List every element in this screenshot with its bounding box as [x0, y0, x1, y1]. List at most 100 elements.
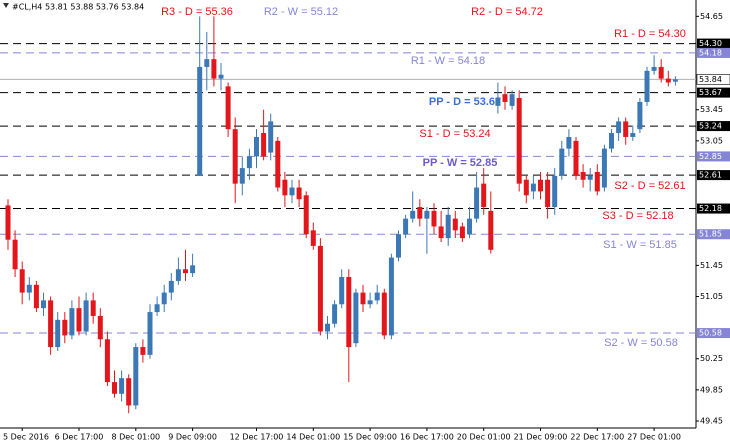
candle-body — [246, 156, 252, 169]
candle-body — [239, 168, 245, 184]
x-tick-label: 22 Dec 17:00 — [570, 433, 624, 442]
x-tick-label: 20 Dec 01:00 — [457, 433, 511, 442]
x-tick-label: 5 Dec 2016 — [3, 433, 49, 442]
candle-body — [601, 148, 607, 188]
level-label: R2 - D = 54.72 — [471, 6, 543, 18]
candle-body — [161, 292, 167, 305]
candle-body — [538, 179, 543, 192]
candle-body — [594, 171, 600, 192]
candle-body — [112, 382, 117, 394]
candle-body — [303, 195, 309, 235]
y-tick-label: 51.45 — [700, 261, 723, 270]
candle-body — [12, 239, 18, 270]
candle-body — [76, 308, 82, 332]
x-tick-label: 27 Dec 01:00 — [627, 433, 681, 442]
candle-body — [495, 98, 501, 106]
candle-body — [374, 292, 380, 301]
level-price-label: 50.58 — [699, 329, 722, 338]
candle-body — [609, 133, 614, 149]
candle-body — [552, 175, 558, 207]
y-tick-label: 51.05 — [700, 292, 723, 301]
candle-body — [48, 300, 54, 348]
candle-body — [140, 347, 146, 355]
candle-body — [296, 187, 302, 200]
candle-body — [665, 78, 671, 83]
level-label: S3 - D = 52.18 — [602, 210, 673, 222]
candle-body — [644, 70, 650, 102]
candle-body — [104, 339, 110, 383]
last-price-box — [696, 74, 730, 85]
candle-body — [388, 257, 394, 336]
level-price-label: 54.18 — [699, 48, 722, 57]
candle-body — [580, 171, 586, 180]
candle-body — [147, 312, 153, 355]
candle-body — [175, 269, 181, 281]
candle-body — [516, 98, 522, 184]
candle-body — [346, 277, 352, 348]
level-label: S2 - W = 50.58 — [604, 337, 678, 349]
y-tick-label: 54.65 — [700, 12, 723, 21]
candle-body — [275, 140, 281, 188]
candle-body — [26, 284, 32, 293]
candle-body — [488, 210, 494, 250]
candle-body — [289, 187, 295, 196]
y-tick-label: 49.85 — [700, 385, 723, 394]
symbol-icon — [3, 3, 9, 8]
candle-body — [55, 319, 61, 348]
candle-body — [481, 183, 487, 207]
candle-body — [317, 245, 323, 332]
level-price-label: 54.30 — [699, 39, 722, 48]
level-label: S1 - W = 51.85 — [603, 239, 677, 251]
candle-body — [573, 140, 579, 176]
candle-body — [261, 133, 267, 157]
candle-body — [325, 323, 330, 332]
level-label: R1 - W = 54.18 — [411, 55, 485, 67]
candle-body — [445, 214, 451, 239]
candle-body — [90, 300, 96, 316]
level-price-label: 52.85 — [699, 152, 722, 161]
candle-body — [33, 284, 39, 309]
candle-body — [651, 66, 657, 71]
candle-body — [41, 300, 46, 309]
y-tick-label: 53.45 — [700, 105, 723, 114]
candle-body — [459, 226, 465, 239]
candle-body — [83, 300, 89, 332]
y-tick-label: 50.25 — [700, 354, 723, 363]
x-tick-label: 14 Dec 01:00 — [286, 433, 340, 442]
candle-body — [197, 66, 203, 176]
candle-body — [225, 86, 231, 130]
candle-body — [530, 183, 536, 192]
candle-body — [424, 210, 430, 219]
candle-body — [403, 218, 409, 235]
level-price-box — [697, 170, 730, 181]
candle-body — [658, 66, 664, 79]
level-price-label: 53.24 — [699, 122, 722, 131]
candle-body — [154, 304, 160, 313]
candle-body — [637, 101, 643, 130]
level-price-label: 53.67 — [699, 88, 722, 97]
level-price-box — [697, 328, 730, 339]
candle-body — [467, 218, 472, 235]
x-tick-label: 16 Dec 17:00 — [400, 433, 454, 442]
x-tick-label: 12 Dec 17:00 — [230, 433, 284, 442]
x-tick-label: 21 Dec 09:00 — [514, 433, 568, 442]
candle-body — [190, 265, 196, 274]
candle-body — [438, 226, 444, 239]
y-tick-label: 49.45 — [700, 416, 723, 425]
candle-body — [133, 347, 139, 406]
candle-body — [332, 304, 338, 324]
candle-body — [282, 179, 288, 196]
level-price-box — [697, 38, 730, 49]
candle-body — [97, 315, 103, 340]
candle-body — [168, 280, 174, 293]
candle-body — [587, 175, 593, 180]
level-price-label: 52.18 — [699, 204, 722, 213]
candle-body — [204, 59, 210, 67]
candle-body — [566, 136, 572, 149]
y-tick-label: 53.05 — [700, 136, 723, 145]
level-label: S1 - D = 53.24 — [419, 128, 490, 140]
candle-body — [183, 269, 188, 274]
level-price-label: 51.85 — [699, 230, 722, 239]
candle-body — [452, 218, 458, 231]
